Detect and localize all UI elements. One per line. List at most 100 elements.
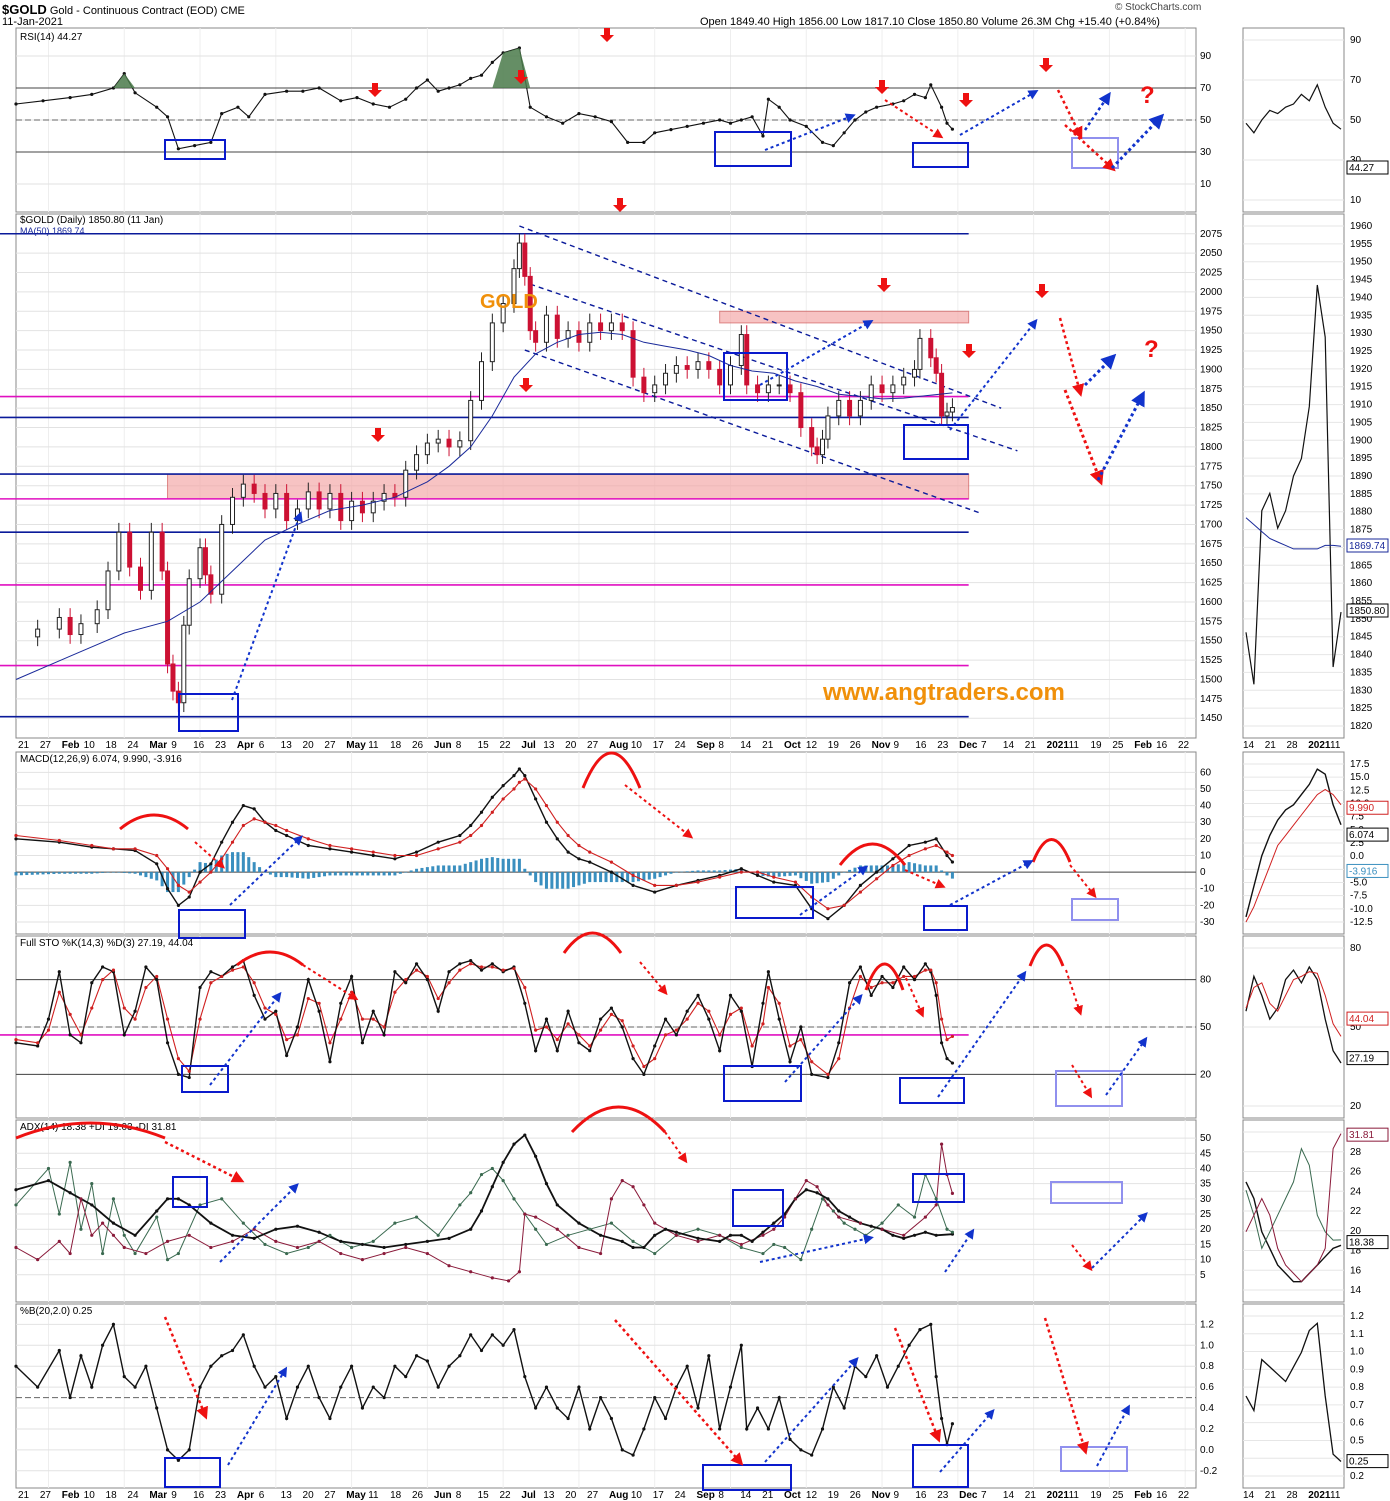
side-y-tick-label: 1895 bbox=[1350, 453, 1373, 464]
side-bottom-x-tick-label: 2021 bbox=[1308, 1490, 1331, 1501]
macd-histogram-bar bbox=[68, 872, 72, 874]
adx-point bbox=[14, 1188, 18, 1192]
macd-signal-point bbox=[176, 883, 180, 888]
pctb-point bbox=[810, 1453, 814, 1457]
sto-k-point bbox=[950, 1061, 955, 1065]
price-candle bbox=[94, 609, 100, 625]
macd-signal-point bbox=[14, 833, 18, 838]
macd-box bbox=[735, 886, 814, 919]
pctb-title: %B(20,2.0) 0.25 bbox=[20, 1306, 93, 1317]
panel-frame-price bbox=[15, 213, 1197, 739]
adx-point bbox=[501, 1160, 505, 1164]
macd-signal-point bbox=[523, 777, 527, 781]
minus-di-point bbox=[122, 1245, 126, 1250]
sto-d-point bbox=[718, 1033, 722, 1037]
adx-point bbox=[447, 1236, 451, 1240]
adx-point bbox=[382, 1245, 386, 1250]
sto-down-arrow bbox=[1071, 1064, 1093, 1099]
macd-histogram-bar bbox=[680, 871, 684, 873]
pctb-point bbox=[831, 1385, 835, 1389]
macd-histogram-bar bbox=[377, 872, 381, 876]
pctb-point bbox=[165, 1448, 170, 1452]
bottom-x-tick-label: Jul bbox=[521, 1490, 536, 1501]
price-candle bbox=[901, 376, 907, 386]
rsi-point bbox=[750, 115, 754, 119]
pctb-point bbox=[707, 1354, 711, 1358]
macd-point bbox=[349, 850, 354, 854]
price-candle bbox=[533, 330, 539, 343]
sto-k-point bbox=[122, 1033, 126, 1037]
rsi-top-marker bbox=[959, 93, 973, 107]
side-bottom-x-tick-label: 28 bbox=[1287, 1490, 1299, 1501]
side-y-tick-label: 2.5 bbox=[1350, 838, 1364, 849]
macd-point bbox=[458, 833, 462, 838]
price-candle bbox=[197, 547, 203, 580]
bottom-x-tick-label: May bbox=[346, 1490, 366, 1501]
rsi-box bbox=[714, 131, 792, 167]
sto-k-point bbox=[90, 981, 94, 985]
adx-point bbox=[577, 1221, 581, 1225]
sto-d-point bbox=[111, 968, 116, 972]
pctb-point bbox=[663, 1416, 668, 1421]
rsi-point bbox=[469, 76, 473, 80]
price-up-arrow bbox=[231, 511, 303, 701]
y-tick-label: 1450 bbox=[1200, 713, 1223, 724]
side-y-tick-label: 0.8 bbox=[1350, 1382, 1364, 1393]
side-y-tick-label: 0.6 bbox=[1350, 1418, 1364, 1429]
minus-di-point bbox=[90, 1233, 94, 1237]
macd-up-arrow bbox=[799, 865, 869, 916]
macd-point bbox=[826, 917, 830, 921]
side-y-tick-label: 70 bbox=[1350, 75, 1362, 86]
adx-point bbox=[165, 1197, 170, 1201]
rsi-point bbox=[425, 78, 429, 82]
macd-point bbox=[517, 767, 521, 771]
macd-histogram-bar bbox=[810, 872, 814, 884]
pctb-point bbox=[718, 1427, 722, 1431]
macd-down-arrow bbox=[624, 784, 694, 839]
rsi-point bbox=[90, 92, 94, 96]
pctb-point bbox=[404, 1375, 408, 1379]
rsi-point bbox=[479, 73, 484, 77]
side-panel-frame-pctb bbox=[1242, 1303, 1345, 1489]
price-candle bbox=[349, 500, 355, 522]
ohlc-readout: Open 1849.40 High 1856.00 Low 1817.10 Cl… bbox=[700, 16, 1160, 28]
ma50-line bbox=[15, 331, 953, 680]
bottom-x-tick-label: 27 bbox=[324, 1490, 336, 1501]
macd-histogram-bar bbox=[723, 870, 727, 873]
macd-signal-point bbox=[826, 907, 830, 911]
adx-point bbox=[934, 1233, 938, 1237]
main-x-tick-label: 26 bbox=[412, 740, 424, 751]
sto-k-point bbox=[555, 1049, 559, 1053]
macd-histogram-bar bbox=[166, 872, 170, 893]
last-value-box bbox=[1346, 538, 1389, 553]
minus-di-point bbox=[880, 1227, 884, 1231]
pctb-point bbox=[295, 1385, 300, 1389]
sto-d-point bbox=[631, 1044, 635, 1048]
price-candle bbox=[181, 624, 187, 704]
side-y-tick-label: 28 bbox=[1350, 1147, 1362, 1158]
plus-di-point bbox=[101, 1251, 105, 1256]
main-x-tick-label: 26 bbox=[850, 740, 862, 751]
pctb-point bbox=[36, 1385, 40, 1389]
macd-signal-point bbox=[934, 843, 938, 848]
pctb-point bbox=[534, 1406, 538, 1410]
minus-di-point bbox=[144, 1251, 148, 1256]
main-x-tick-label: 19 bbox=[828, 740, 840, 751]
rsi-point bbox=[788, 118, 792, 122]
adx-point bbox=[133, 1233, 137, 1237]
macd-histogram-bar bbox=[674, 872, 678, 873]
side-bottom-x-tick-label: 11 bbox=[1330, 1490, 1341, 1501]
macd-point bbox=[209, 862, 213, 866]
adx-box-projection bbox=[1050, 1181, 1123, 1204]
macd-histogram-bar bbox=[355, 872, 359, 876]
minus-di-point bbox=[631, 1185, 635, 1189]
side-y-tick-label: 1930 bbox=[1350, 328, 1373, 339]
macd-histogram-bar bbox=[317, 872, 321, 878]
main-x-tick-label: 22 bbox=[500, 740, 512, 751]
adx-point bbox=[469, 1227, 473, 1231]
rsi-up-arrow bbox=[1110, 113, 1165, 170]
price-candle bbox=[836, 399, 842, 417]
sto-k-point bbox=[382, 1033, 386, 1037]
minus-di-point bbox=[837, 1215, 841, 1219]
rsi-box bbox=[912, 142, 969, 168]
